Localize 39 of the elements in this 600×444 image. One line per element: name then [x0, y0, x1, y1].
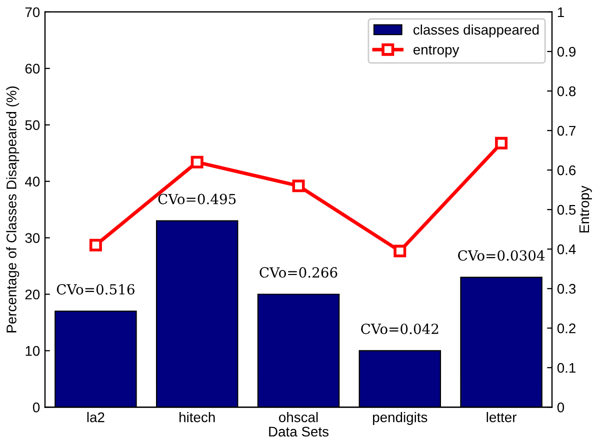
y-tick-label: 50 — [25, 120, 40, 130]
x-tick-label: pendigits — [373, 412, 428, 425]
y2-tick-label: 0.8 — [557, 86, 576, 96]
annotation: CVo=0.0304 — [458, 250, 545, 261]
annotation: CVo=0.266 — [260, 267, 338, 278]
x-tick-label: ohscal — [279, 412, 318, 422]
point — [292, 180, 305, 192]
y2-tick-label: 0.2 — [557, 323, 576, 334]
y2-tick-label: 0.6 — [557, 165, 576, 176]
y2-tick-label: 0.4 — [557, 244, 576, 254]
point — [89, 238, 102, 252]
y2-tick-label: 0.9 — [557, 46, 576, 57]
x-tick-label: hitech — [180, 412, 215, 422]
y2-tick-label: 0.1 — [557, 362, 576, 373]
y2-tick-label: 0.3 — [557, 284, 576, 294]
y2-tick-label: 0 — [557, 402, 564, 412]
point — [495, 136, 508, 150]
y2-axis-title: Entropy — [579, 186, 592, 232]
y-tick-label: 20 — [25, 290, 40, 300]
legend-label: classes disappeared — [413, 24, 539, 38]
y-tick-label: 0 — [32, 402, 40, 412]
annotation: CVo=0.495 — [158, 194, 236, 204]
x-axis-title: Data Sets — [269, 426, 328, 437]
point — [190, 156, 204, 168]
y-tick-label: 70 — [25, 7, 40, 18]
y2-tick-label: 1 — [558, 7, 564, 18]
y-axis-title: Percentage of Classes Disappeared (%) — [6, 86, 20, 332]
point — [394, 244, 406, 258]
annotation: CVo=0.516 — [56, 284, 134, 295]
y-tick-label: 30 — [25, 233, 40, 243]
y2-tick-label: 0.7 — [557, 126, 576, 136]
x-tick-label: letter — [486, 412, 517, 422]
y-tick-label: 10 — [26, 346, 40, 356]
y2-tick-label: 0.5 — [557, 204, 576, 215]
legend-label: entropy — [413, 45, 460, 58]
y-tick-label: 60 — [25, 64, 40, 74]
x-tick-label: la2 — [87, 412, 104, 422]
y-tick-label: 40 — [25, 176, 40, 187]
annotation: CVo=0.042 — [361, 324, 438, 334]
